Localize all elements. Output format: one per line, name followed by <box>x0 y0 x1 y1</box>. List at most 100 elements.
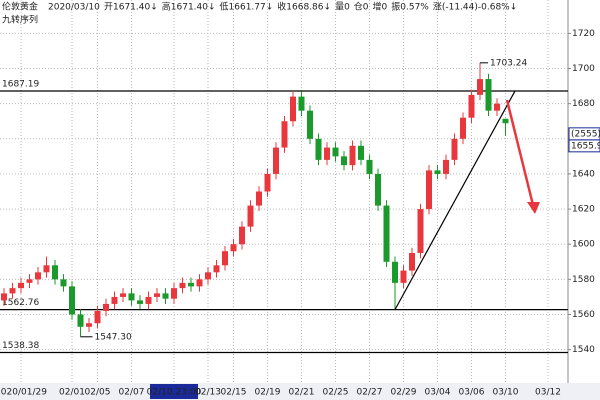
x-tick-label: 02/29 <box>391 388 417 398</box>
candle-body <box>111 296 118 304</box>
candle-body <box>247 205 254 227</box>
candle-body <box>383 205 390 262</box>
y-tick-label: 1620 <box>572 205 595 215</box>
candle-body <box>230 244 237 252</box>
header-item: 增0 <box>373 1 388 13</box>
y-tick-label: 1720 <box>572 29 595 39</box>
candle-body <box>137 300 143 304</box>
candle-body <box>69 286 75 315</box>
header-item: 开1671.40↓ <box>104 2 158 13</box>
candle-body <box>434 170 441 174</box>
candle-body <box>307 110 313 139</box>
x-tick-label: 03/06 <box>459 388 485 398</box>
candle-body <box>86 323 92 327</box>
high-label: 1703.24 <box>490 58 527 68</box>
candle-body <box>213 265 220 273</box>
forecast-arrow-head <box>527 202 540 214</box>
forecast-arrow <box>505 99 535 206</box>
candle-body <box>494 103 500 111</box>
x-tick-label: 02/01 <box>59 388 85 398</box>
candle-body <box>485 79 492 111</box>
candle-body <box>460 117 466 139</box>
candle-body <box>205 272 211 280</box>
x-tick-label: 02/19 <box>255 388 281 398</box>
level-label: 1562.76 <box>2 298 39 308</box>
last-price-label: 1655.99 <box>571 141 600 151</box>
candle-body <box>375 173 381 206</box>
low-label: 1547.30 <box>95 332 132 342</box>
header-item: 涨(-11.44)-0.68%↓ <box>433 2 517 13</box>
x-tick-label: 02/25 <box>323 388 349 398</box>
candle-body <box>400 270 407 283</box>
cursor-label-box <box>150 384 198 399</box>
candle-body <box>332 147 339 157</box>
y-tick-label: 1540 <box>572 345 595 355</box>
header: 伦敦黄金 2020/03/10 九转序列 <box>2 1 100 26</box>
x-tick-label: 02/13 <box>195 388 221 398</box>
header-item: 高1671.40↓ <box>162 1 216 13</box>
candle-body <box>9 288 16 294</box>
candle-body <box>188 282 194 287</box>
candle-body <box>273 147 279 174</box>
candle-body <box>60 279 67 287</box>
candle-body <box>103 303 109 311</box>
candle-body <box>298 96 305 111</box>
x-tick-label: 03/04 <box>425 388 451 398</box>
candle-body <box>18 282 24 289</box>
candle-body <box>162 293 169 299</box>
candle-body <box>196 279 203 287</box>
candle-body <box>52 265 58 280</box>
y-tick-label: 1680 <box>572 99 595 109</box>
candle-body <box>222 251 228 266</box>
candle-body <box>324 147 330 160</box>
candle-body <box>468 94 475 118</box>
level-label: 1538.38 <box>2 341 39 351</box>
candle-body <box>1 293 7 301</box>
candle-body <box>145 296 152 304</box>
candle-body <box>443 159 449 174</box>
x-tick-label: 02/15 <box>221 388 247 398</box>
candle-body <box>128 293 135 301</box>
candle-body <box>426 170 432 210</box>
candle-body <box>120 293 126 297</box>
x-tick-label: 2020/01/29 <box>0 388 47 398</box>
candle-body <box>94 310 101 324</box>
y-tick-label: 1600 <box>572 240 595 250</box>
position-label: (2555) <box>571 129 600 139</box>
candle-body <box>264 173 271 192</box>
x-tick-label: 02/05 <box>85 388 111 398</box>
header-item: 收1668.86↓ <box>277 1 331 13</box>
candle-body <box>366 159 373 174</box>
x-tick-label: 02/07 <box>119 388 145 398</box>
candle-body <box>349 145 356 166</box>
y-tick-label: 1560 <box>572 310 595 320</box>
candle-body <box>179 282 186 289</box>
candle-body <box>154 293 160 297</box>
candle-body <box>35 272 41 280</box>
indicator-name: 九转序列 <box>2 14 38 26</box>
candle-body <box>451 138 458 160</box>
candle-body <box>43 265 50 273</box>
header-item: 低1661.77↓ <box>220 1 274 13</box>
candle-body <box>341 156 347 166</box>
candle-body <box>290 96 296 122</box>
candle-body <box>315 138 322 160</box>
candle-body <box>256 191 262 206</box>
candle-body <box>239 226 245 245</box>
candle-body <box>171 288 177 299</box>
x-tick-label: 03/10 <box>493 388 519 398</box>
header-date: 2020/03/10 <box>48 3 100 13</box>
x-tick-label: 02/10,23:00 <box>147 388 202 398</box>
candle-body <box>26 279 33 283</box>
level-label: 1687.19 <box>2 80 39 90</box>
position-box <box>568 127 600 141</box>
header-item: 量0 <box>335 2 350 13</box>
candle-body <box>502 118 509 124</box>
y-tick-label: 1640 <box>572 169 595 179</box>
candle-body <box>477 79 483 95</box>
x-tick-label: 02/27 <box>357 388 383 398</box>
x-tick-label: 02/21 <box>289 388 315 398</box>
candle-body <box>417 209 424 253</box>
